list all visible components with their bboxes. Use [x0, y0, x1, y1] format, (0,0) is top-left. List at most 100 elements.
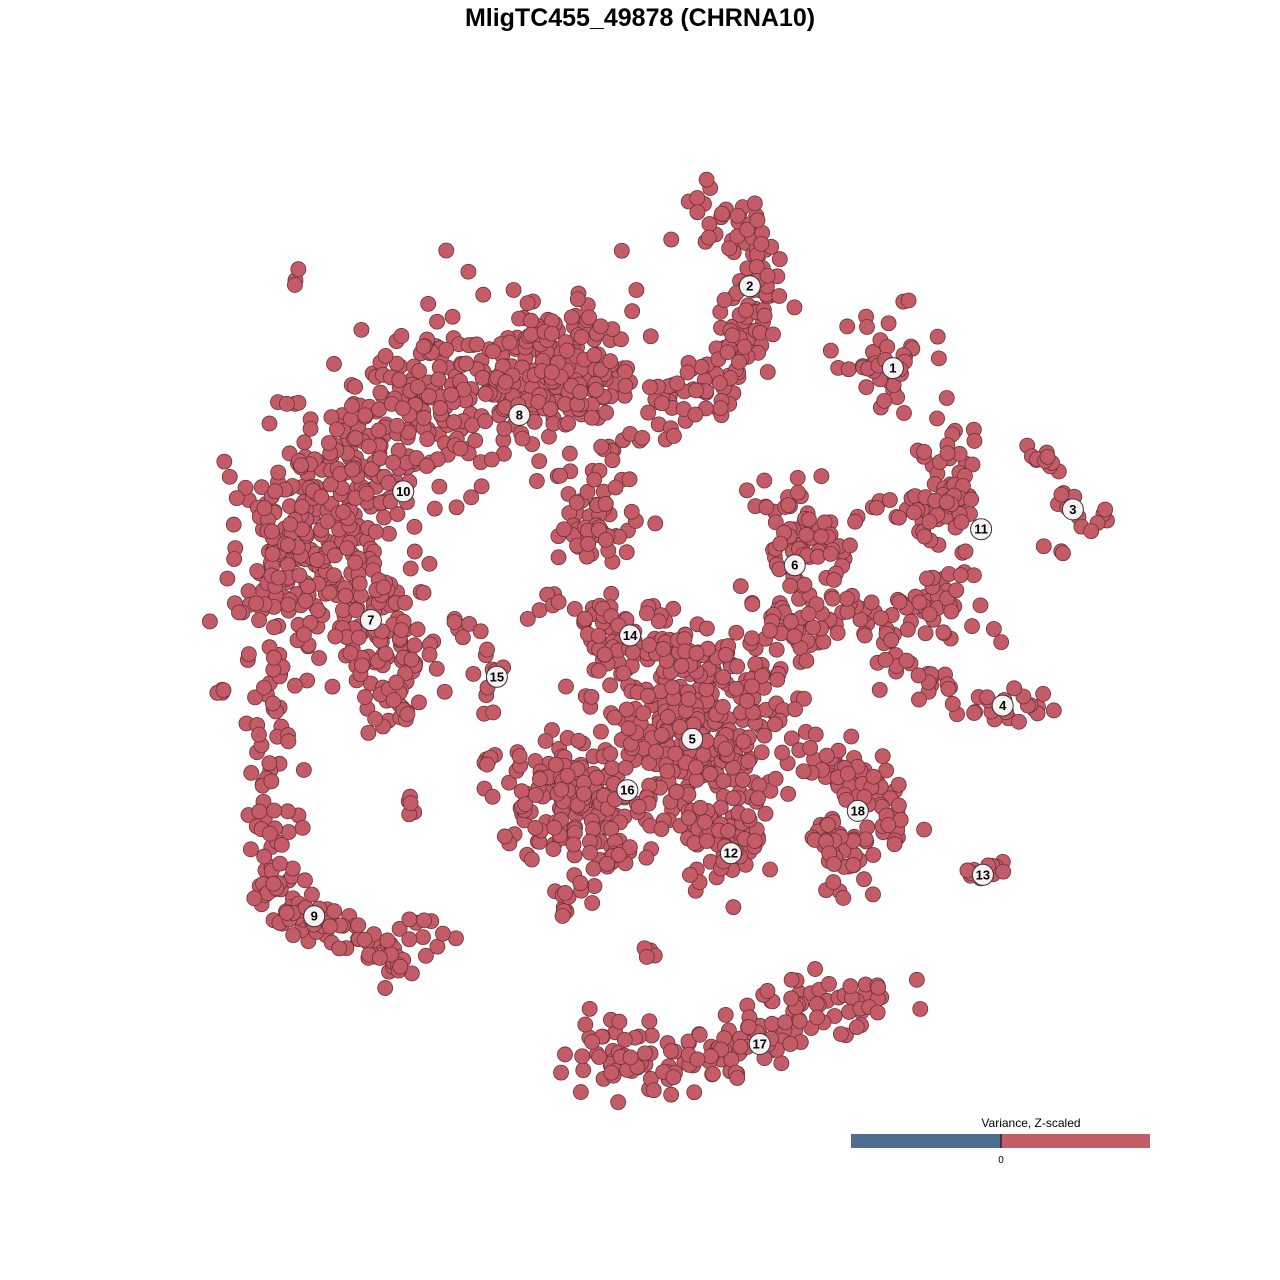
- data-point: [391, 372, 408, 388]
- data-point: [725, 899, 742, 916]
- data-point: [357, 689, 373, 705]
- data-point: [431, 478, 448, 495]
- data-point: [1045, 702, 1062, 719]
- data-point: [845, 857, 862, 873]
- cluster-label-13: 13: [971, 863, 994, 886]
- legend-low-bar: [851, 1134, 1001, 1148]
- data-point: [671, 718, 688, 735]
- data-point: [725, 790, 742, 807]
- data-point: [878, 762, 895, 779]
- data-point: [876, 392, 893, 409]
- data-point: [326, 903, 343, 920]
- cluster-label-badge: [738, 275, 761, 298]
- data-point: [634, 429, 651, 446]
- data-point: [483, 451, 500, 468]
- data-point: [957, 543, 974, 560]
- data-point: [648, 743, 664, 760]
- data-point: [416, 912, 432, 929]
- cluster-label-badge: [681, 727, 704, 750]
- cluster-label-11: 11: [970, 518, 993, 541]
- data-point: [377, 980, 394, 996]
- data-point: [322, 476, 339, 493]
- data-point: [972, 597, 989, 614]
- cluster-label-text: 18: [851, 803, 865, 818]
- data-point: [824, 590, 841, 607]
- data-point: [429, 313, 445, 330]
- data-point: [523, 312, 539, 329]
- cluster-label-7: 7: [359, 609, 382, 632]
- data-point: [280, 733, 297, 750]
- data-point: [739, 482, 755, 499]
- data-point: [266, 802, 282, 819]
- data-point: [543, 364, 560, 381]
- data-point: [293, 457, 309, 474]
- data-point: [219, 570, 236, 587]
- data-point: [604, 760, 620, 776]
- data-point: [783, 971, 800, 988]
- data-point: [452, 440, 469, 457]
- data-point: [296, 434, 313, 451]
- data-point: [517, 796, 534, 813]
- data-point: [403, 651, 420, 668]
- data-point: [689, 1051, 706, 1068]
- cluster-label-badge: [359, 609, 382, 632]
- data-point: [728, 624, 745, 641]
- data-point: [769, 671, 786, 688]
- data-point: [700, 229, 717, 246]
- data-point: [659, 763, 676, 779]
- data-point: [771, 251, 788, 268]
- data-point: [342, 645, 359, 662]
- cluster-label-text: 1: [889, 361, 896, 376]
- data-point: [550, 549, 567, 566]
- data-point: [264, 523, 280, 540]
- data-point: [880, 817, 897, 833]
- data-point: [839, 765, 856, 782]
- data-point: [484, 788, 501, 805]
- data-point: [881, 492, 898, 508]
- data-point: [743, 630, 760, 647]
- data-point: [624, 303, 641, 320]
- data-point: [764, 1015, 780, 1032]
- data-point: [592, 318, 609, 335]
- data-point: [548, 756, 564, 773]
- data-point: [240, 646, 257, 663]
- data-point: [798, 652, 815, 669]
- data-point: [758, 499, 775, 516]
- data-point: [820, 817, 836, 833]
- data-point: [514, 430, 531, 447]
- data-point: [617, 759, 634, 776]
- data-point: [729, 1070, 746, 1086]
- data-point: [272, 855, 288, 872]
- data-point: [443, 386, 460, 403]
- data-point: [584, 409, 600, 426]
- data-point: [497, 374, 514, 390]
- data-point: [653, 821, 670, 837]
- data-point: [357, 407, 374, 424]
- data-point: [647, 515, 664, 532]
- data-point: [746, 195, 763, 212]
- data-point: [382, 493, 399, 510]
- data-point: [935, 624, 952, 641]
- data-point: [621, 471, 638, 488]
- data-point: [715, 669, 732, 686]
- data-point: [361, 438, 377, 455]
- data-point: [388, 355, 405, 372]
- data-point: [472, 623, 489, 640]
- data-point: [880, 315, 897, 332]
- cluster-label-text: 16: [620, 783, 634, 798]
- data-point: [216, 453, 233, 470]
- data-point: [360, 724, 377, 741]
- cluster-label-text: 10: [396, 484, 410, 499]
- data-point: [409, 378, 426, 395]
- data-point: [263, 773, 280, 790]
- data-point: [734, 772, 751, 788]
- data-point: [786, 299, 803, 316]
- data-point: [682, 867, 698, 883]
- data-point: [688, 382, 704, 399]
- data-point: [321, 918, 338, 935]
- data-point: [821, 976, 837, 992]
- data-point: [879, 338, 896, 355]
- data-point: [242, 841, 259, 858]
- data-point: [943, 603, 960, 620]
- data-point: [354, 657, 370, 674]
